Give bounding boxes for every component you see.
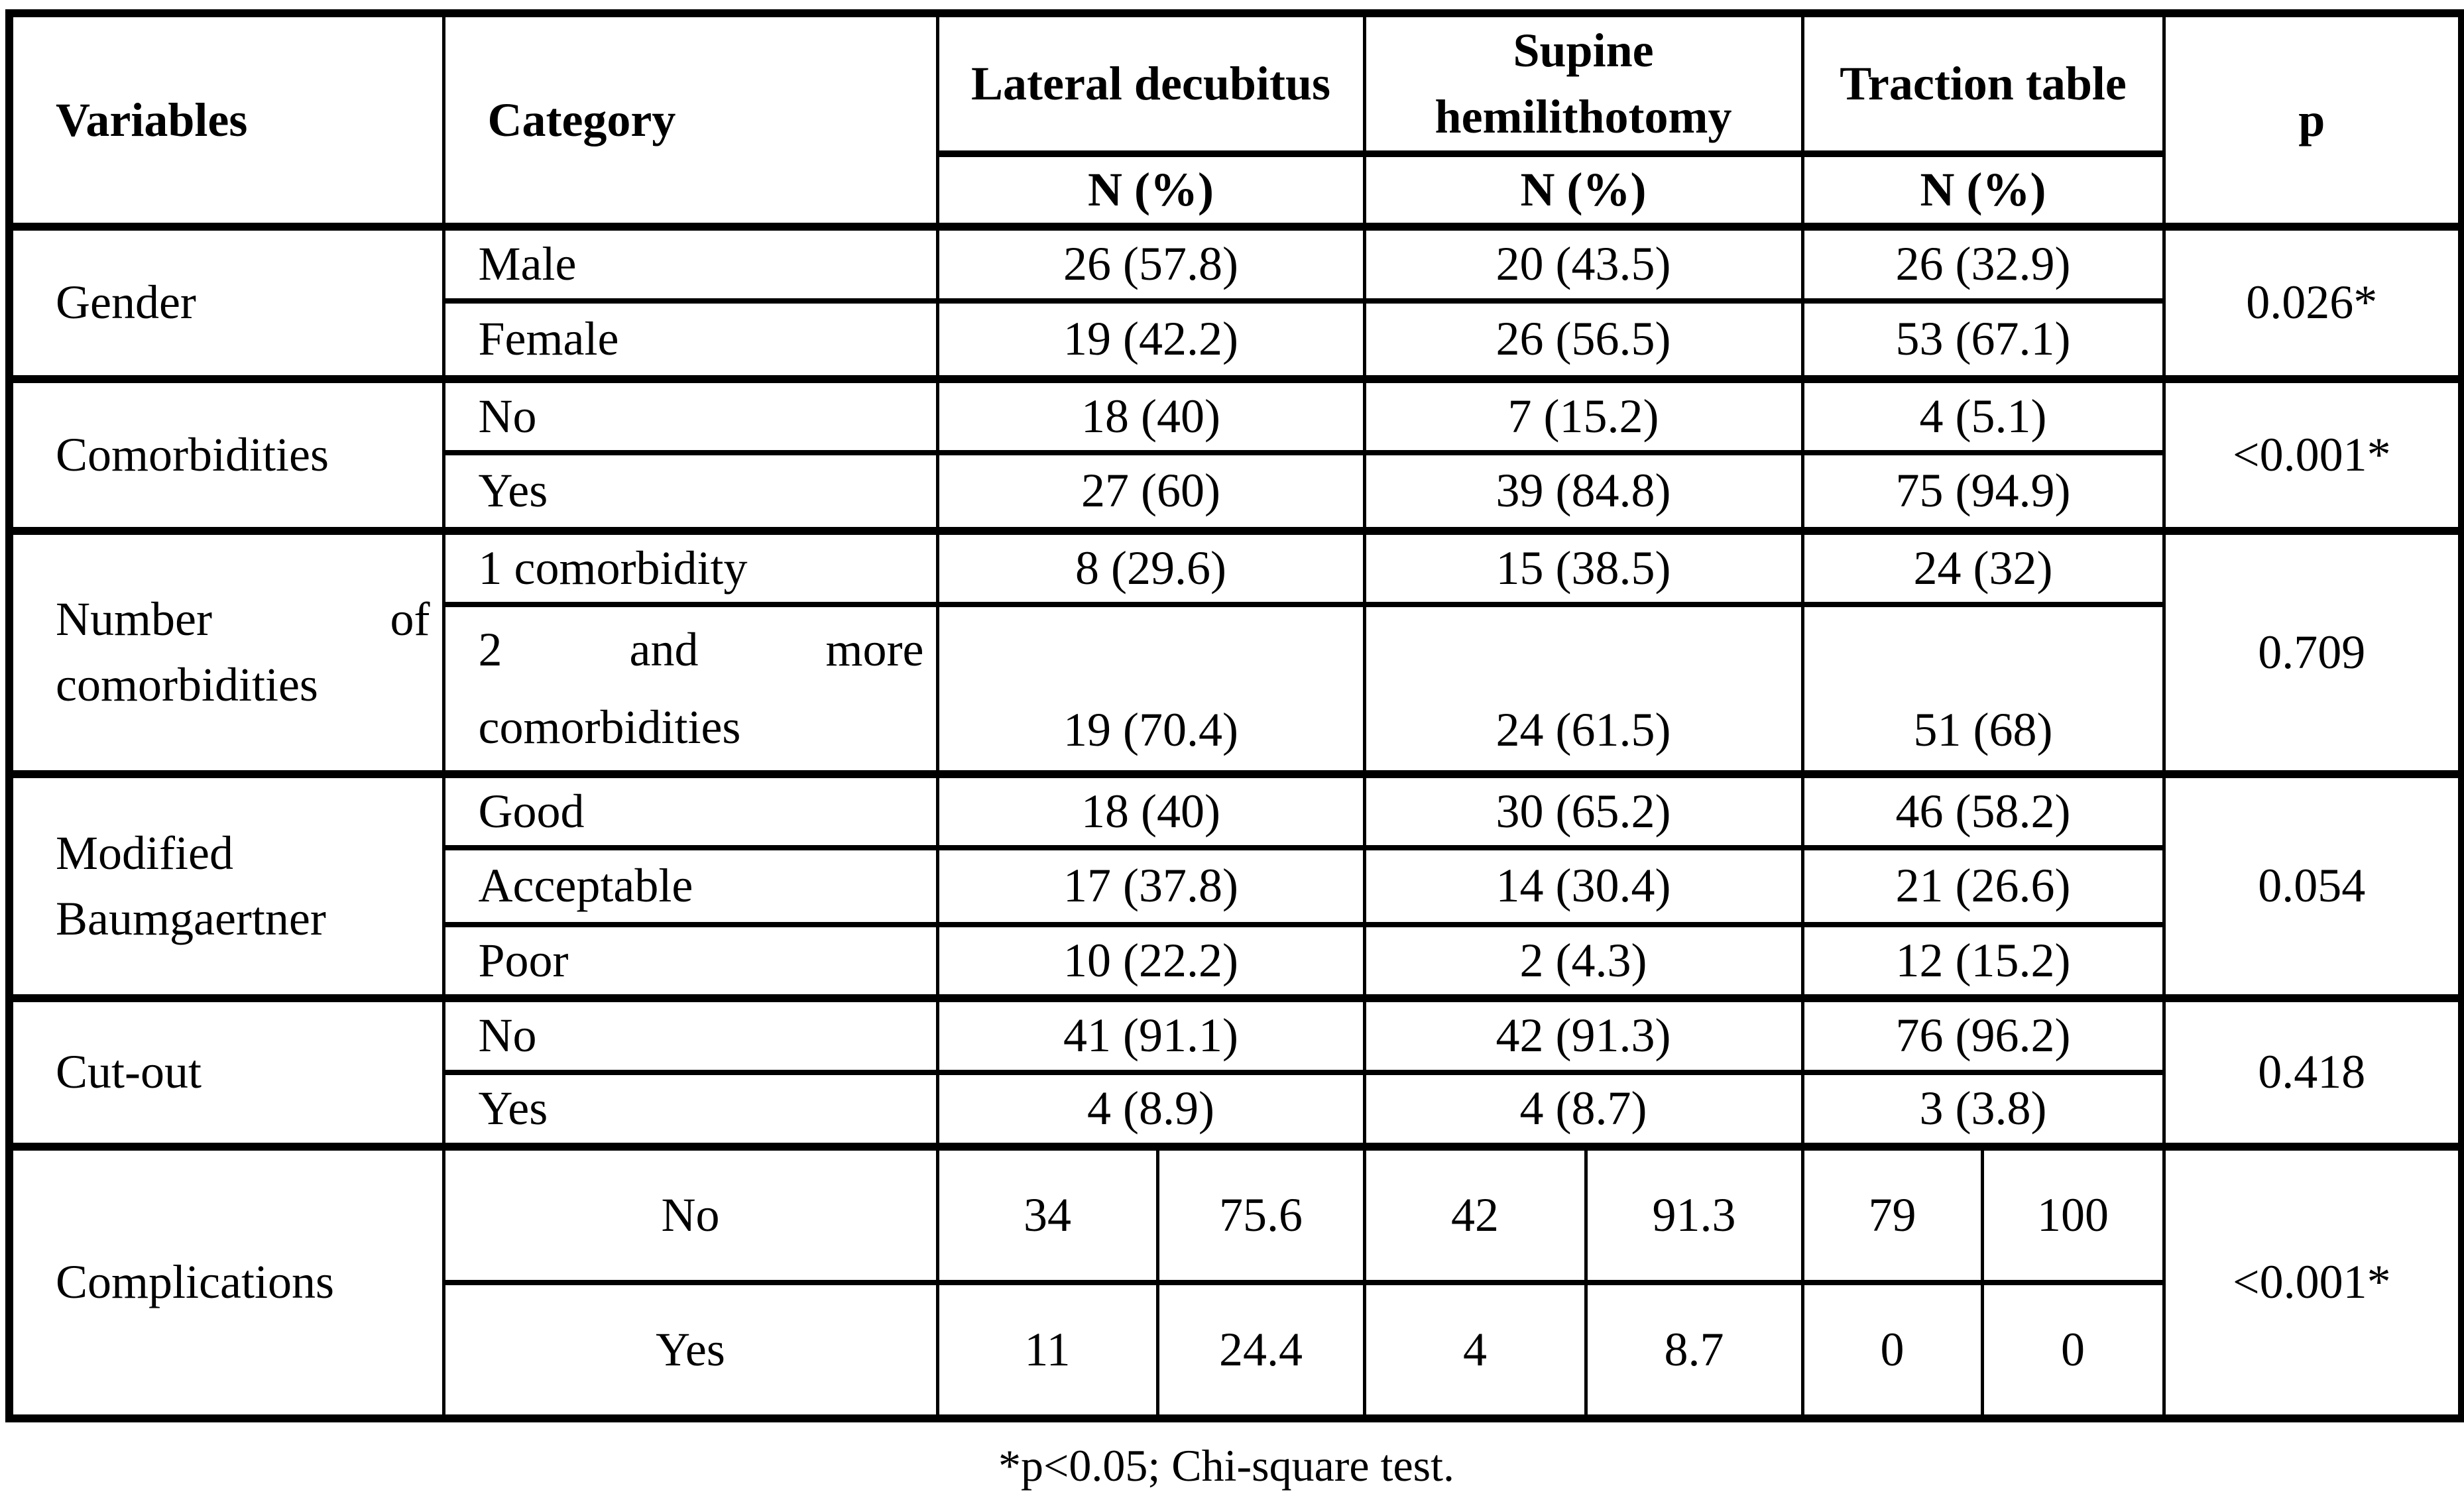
value-cell: 7 (15.2) bbox=[1362, 374, 1804, 456]
table-row: Yes 4 (8.9) 4 (8.7) 3 (3.8) bbox=[9, 1069, 2462, 1149]
value-cell: 12 (15.2) bbox=[1800, 922, 2166, 1002]
value-cell-n: 34 bbox=[935, 1142, 1159, 1285]
table-row: Cut-out No 41 (91.1) 42 (91.3) 76 (96.2)… bbox=[7, 994, 2464, 1149]
value-cell: 26 (57.8) bbox=[935, 223, 1366, 304]
header-n-percent-supine: N (%) bbox=[1362, 150, 1804, 231]
category-cell: Acceptable bbox=[441, 845, 939, 928]
value-cell: 39 (84.8) bbox=[1362, 450, 1804, 534]
table-row: Acceptable 17 (37.8) 14 (30.4) 21 (26.6) bbox=[9, 845, 2462, 928]
comparison-table: Variables Category Lateral decubitus Sup… bbox=[5, 9, 2464, 1422]
value-cell: 46 (58.2) bbox=[1800, 770, 2166, 851]
value-cell: 18 (40) bbox=[935, 374, 1366, 456]
value-cell: 24 (61.5) bbox=[1362, 602, 1804, 777]
value-cell: 18 (40) bbox=[935, 770, 1366, 851]
category-cell: No bbox=[441, 1142, 939, 1285]
header-variables: Variables bbox=[7, 10, 445, 231]
value-cell: 3 (3.8) bbox=[1800, 1069, 2166, 1149]
value-cell: 75 (94.9) bbox=[1800, 450, 2166, 534]
variable-cell-gender: Gender bbox=[7, 223, 445, 382]
variable-cell-number-of-comorbidities: Number of comorbidities bbox=[7, 527, 445, 777]
value-cell-n: 0 bbox=[1800, 1279, 1984, 1421]
value-cell: 4 (8.7) bbox=[1362, 1069, 1804, 1149]
p-value-cell: 0.026* bbox=[2162, 223, 2464, 382]
value-cell-percent: 100 bbox=[1980, 1142, 2166, 1285]
header-n-percent-traction: N (%) bbox=[1800, 150, 2166, 231]
value-cell: 27 (60) bbox=[935, 450, 1366, 534]
value-cell: 17 (37.8) bbox=[935, 845, 1366, 928]
variable-cell-cut-out: Cut-out bbox=[7, 994, 445, 1149]
header-p: p bbox=[2162, 10, 2464, 231]
category-cell: 2 and more comorbidities bbox=[441, 602, 939, 777]
table-row: Number of comorbidities 1 comorbidity 8 … bbox=[7, 527, 2464, 777]
variable-cell-comorbidities: Comorbidities bbox=[7, 374, 445, 534]
value-cell: 51 (68) bbox=[1800, 602, 2166, 777]
header-row-n-percent: N (%) N (%) N (%) bbox=[9, 150, 2462, 231]
p-value-cell: 0.418 bbox=[2162, 994, 2464, 1149]
header-supine-hemilithotomy: Supine hemilithotomy bbox=[1362, 11, 1804, 157]
table-row: Gender Male 26 (57.8) 20 (43.5) 26 (32.9… bbox=[7, 223, 2464, 382]
variable-cell-complications: Complications bbox=[7, 1142, 445, 1421]
value-cell-percent: 75.6 bbox=[1155, 1142, 1366, 1285]
value-cell: 8 (29.6) bbox=[935, 527, 1366, 608]
value-cell: 21 (26.6) bbox=[1800, 845, 2166, 928]
header-category: Category bbox=[441, 10, 939, 231]
p-value-cell: <0.001* bbox=[2162, 1142, 2464, 1421]
value-cell: 26 (32.9) bbox=[1800, 223, 2166, 304]
value-cell: 4 (5.1) bbox=[1800, 374, 2166, 456]
category-cell: Poor bbox=[441, 922, 939, 1002]
value-cell: 76 (96.2) bbox=[1800, 994, 2166, 1075]
table-row: Modified Baumgaertner Good 18 (40) 30 (6… bbox=[7, 770, 2464, 1002]
value-cell: 26 (56.5) bbox=[1362, 298, 1804, 382]
p-value-cell: 0.054 bbox=[2162, 770, 2464, 1002]
category-cell: Male bbox=[441, 223, 939, 304]
table-row: Yes 11 24.4 4 8.7 0 0 bbox=[9, 1279, 2462, 1421]
table-row: Poor 10 (22.2) 2 (4.3) 12 (15.2) bbox=[9, 922, 2462, 1002]
value-cell: 20 (43.5) bbox=[1362, 223, 1804, 304]
header-n-percent-lateral: N (%) bbox=[935, 150, 1366, 231]
value-cell: 19 (70.4) bbox=[935, 602, 1366, 777]
category-cell: Yes bbox=[441, 1279, 939, 1421]
header-traction-table: Traction table bbox=[1800, 11, 2166, 157]
table-row: Complications No 34 75.6 42 91.3 79 100 … bbox=[7, 1142, 2464, 1421]
value-cell-percent: 91.3 bbox=[1584, 1142, 1804, 1285]
header-row-titles: Variables Category Lateral decubitus Sup… bbox=[7, 10, 2464, 231]
category-cell: 1 comorbidity bbox=[441, 527, 939, 608]
value-cell-n: 11 bbox=[935, 1279, 1159, 1421]
category-cell: No bbox=[441, 374, 939, 456]
value-cell-n: 79 bbox=[1800, 1142, 1984, 1285]
footnote: *p<0.05; Chi-square test. bbox=[998, 1440, 1455, 1491]
value-cell: 2 (4.3) bbox=[1362, 922, 1804, 1002]
variable-cell-modified-baumgaertner: Modified Baumgaertner bbox=[7, 770, 445, 1002]
value-cell: 10 (22.2) bbox=[935, 922, 1366, 1002]
value-cell-percent: 8.7 bbox=[1584, 1279, 1804, 1421]
category-cell: Yes bbox=[441, 1069, 939, 1149]
value-cell: 14 (30.4) bbox=[1362, 845, 1804, 928]
header-lateral-decubitus: Lateral decubitus bbox=[935, 11, 1366, 157]
table-row: Female 19 (42.2) 26 (56.5) 53 (67.1) bbox=[9, 298, 2462, 382]
value-cell-n: 4 bbox=[1362, 1279, 1588, 1421]
category-cell: Good bbox=[441, 770, 939, 851]
table-row: 2 and more comorbidities 19 (70.4) 24 (6… bbox=[9, 602, 2462, 777]
category-cell: No bbox=[441, 994, 939, 1075]
table-row: Yes 27 (60) 39 (84.8) 75 (94.9) bbox=[9, 450, 2462, 534]
value-cell: 4 (8.9) bbox=[935, 1069, 1366, 1149]
table-row: Comorbidities No 18 (40) 7 (15.2) 4 (5.1… bbox=[7, 374, 2464, 534]
value-cell: 30 (65.2) bbox=[1362, 770, 1804, 851]
value-cell-percent: 0 bbox=[1980, 1279, 2166, 1421]
p-value-cell: 0.709 bbox=[2162, 527, 2464, 777]
value-cell: 15 (38.5) bbox=[1362, 527, 1804, 608]
value-cell: 53 (67.1) bbox=[1800, 298, 2166, 382]
value-cell: 24 (32) bbox=[1800, 527, 2166, 608]
value-cell-percent: 24.4 bbox=[1155, 1279, 1366, 1421]
value-cell-n: 42 bbox=[1362, 1142, 1588, 1285]
value-cell: 42 (91.3) bbox=[1362, 994, 1804, 1075]
value-cell: 19 (42.2) bbox=[935, 298, 1366, 382]
value-cell: 41 (91.1) bbox=[935, 994, 1366, 1075]
category-cell: Female bbox=[441, 298, 939, 382]
p-value-cell: <0.001* bbox=[2162, 374, 2464, 534]
category-cell: Yes bbox=[441, 450, 939, 534]
